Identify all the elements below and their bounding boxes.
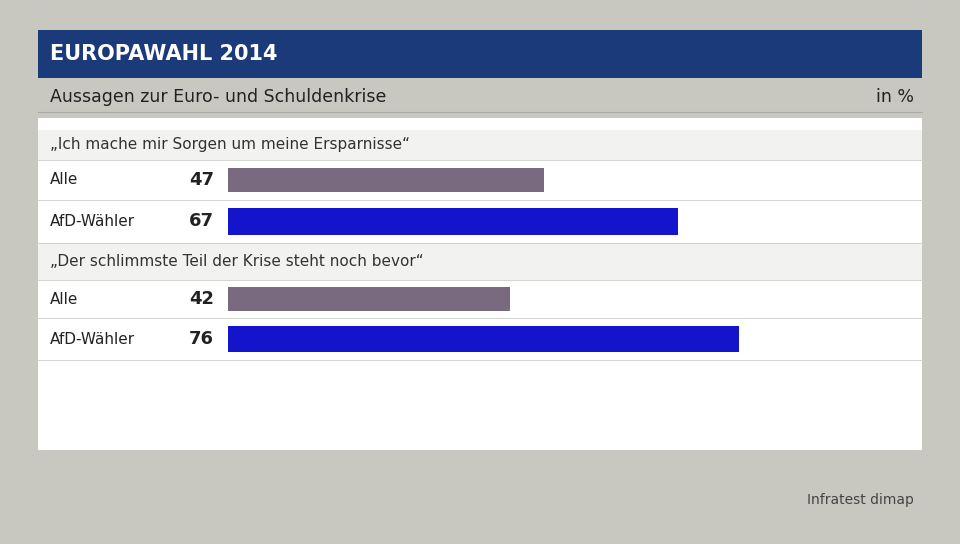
Text: Aussagen zur Euro- und Schuldenkrise: Aussagen zur Euro- und Schuldenkrise	[50, 88, 386, 106]
Text: 47: 47	[189, 171, 214, 189]
Text: Infratest dimap: Infratest dimap	[807, 493, 914, 507]
Bar	[38, 318, 922, 360]
Text: „Ich mache mir Sorgen um meine Ersparnisse“: „Ich mache mir Sorgen um meine Ersparnis…	[50, 138, 410, 152]
Text: Alle: Alle	[50, 292, 79, 306]
Text: AfD-Wähler: AfD-Wähler	[50, 214, 135, 229]
Bar	[38, 130, 922, 160]
Text: 42: 42	[189, 290, 214, 308]
Bar	[38, 200, 922, 243]
Bar	[38, 118, 922, 450]
Text: in %: in %	[876, 88, 914, 106]
Text: 67: 67	[189, 213, 214, 231]
Text: 76: 76	[189, 330, 214, 348]
Text: Alle: Alle	[50, 172, 79, 188]
Bar	[38, 160, 922, 200]
Bar	[228, 208, 678, 235]
Bar	[228, 168, 543, 193]
Bar	[38, 30, 922, 78]
Bar	[228, 326, 739, 352]
Text: „Der schlimmste Teil der Krise steht noch bevor“: „Der schlimmste Teil der Krise steht noc…	[50, 254, 423, 269]
Bar	[38, 280, 922, 318]
Bar	[228, 287, 511, 311]
Text: AfD-Wähler: AfD-Wähler	[50, 331, 135, 347]
Bar	[38, 243, 922, 280]
Text: EUROPAWAHL 2014: EUROPAWAHL 2014	[50, 44, 277, 64]
